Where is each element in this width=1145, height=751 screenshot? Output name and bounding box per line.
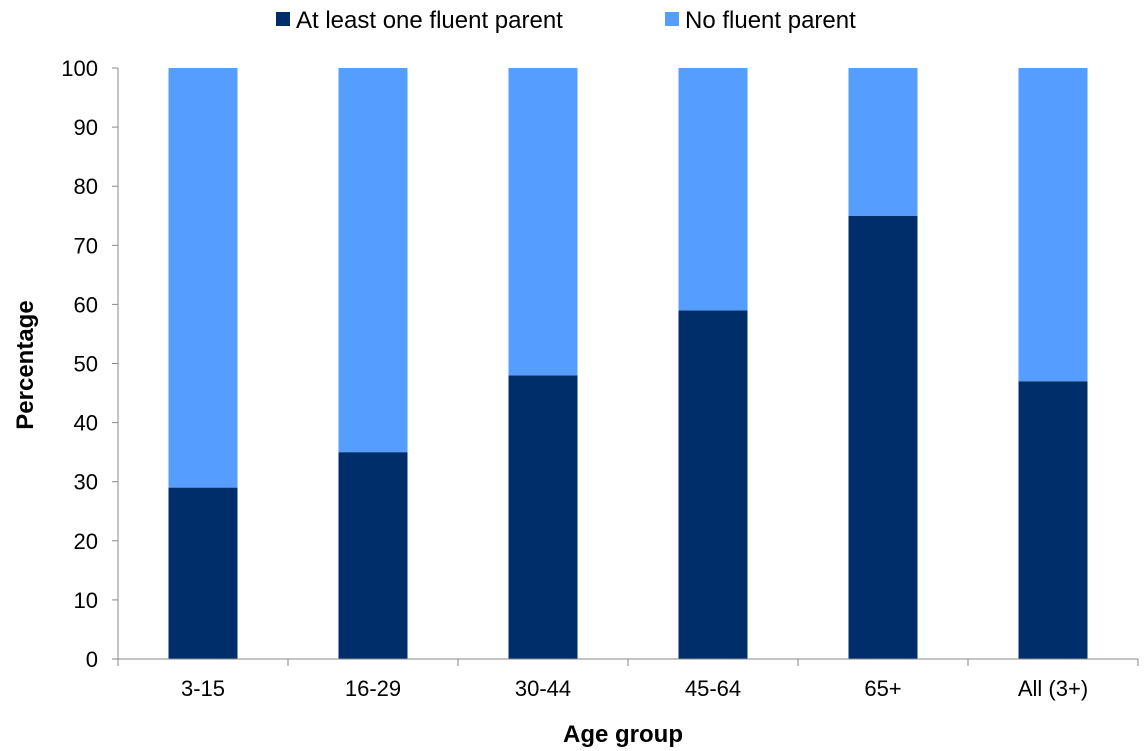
bar-fluent-parent-5 [1018, 381, 1088, 659]
y-tick-label: 50 [74, 352, 98, 377]
bar-fluent-parent-0 [168, 487, 238, 659]
y-tick-label: 80 [74, 174, 98, 199]
bar-no-fluent-parent-2 [508, 68, 578, 376]
axes: 0 10 20 30 40 50 60 70 80 90 100 3-15 16-29 30-44 45-6… [61, 56, 1139, 701]
y-tick-label: 40 [74, 411, 98, 436]
bar-fluent-parent-4 [848, 215, 918, 659]
y-tick-label: 90 [74, 115, 98, 140]
legend: At least one fluent parent No fluent pare… [276, 7, 856, 34]
x-tick-label: 16-29 [345, 676, 401, 701]
bars [168, 68, 1088, 659]
bar-fluent-parent-2 [508, 375, 578, 659]
x-tick-label: 3-15 [181, 676, 225, 701]
x-tick-label: 30-44 [515, 676, 571, 701]
legend-label-1: No fluent parent [685, 7, 856, 34]
y-axis-title: Percentage [12, 300, 39, 429]
bar-fluent-parent-1 [338, 452, 408, 659]
bar-no-fluent-parent-4 [848, 68, 918, 216]
legend-label-0: At least one fluent parent [296, 7, 563, 34]
y-tick-label: 10 [74, 588, 98, 613]
x-tick-label: 65+ [864, 676, 901, 701]
y-tick-label: 20 [74, 529, 98, 554]
bar-no-fluent-parent-0 [168, 68, 238, 488]
bar-no-fluent-parent-1 [338, 68, 408, 453]
y-tick-label: 60 [74, 292, 98, 317]
y-tick-label: 0 [86, 647, 98, 672]
y-tick-label: 70 [74, 233, 98, 258]
bar-fluent-parent-3 [678, 310, 748, 659]
y-tick-label: 30 [74, 470, 98, 495]
legend-swatch-0 [276, 12, 290, 26]
bar-no-fluent-parent-3 [678, 68, 748, 311]
x-axis-title: Age group [563, 721, 683, 748]
x-tick-label: All (3+) [1018, 676, 1088, 701]
bar-no-fluent-parent-5 [1018, 68, 1088, 382]
y-tick-label: 100 [61, 56, 98, 81]
x-tick-label: 45-64 [685, 676, 741, 701]
legend-swatch-1 [665, 12, 679, 26]
